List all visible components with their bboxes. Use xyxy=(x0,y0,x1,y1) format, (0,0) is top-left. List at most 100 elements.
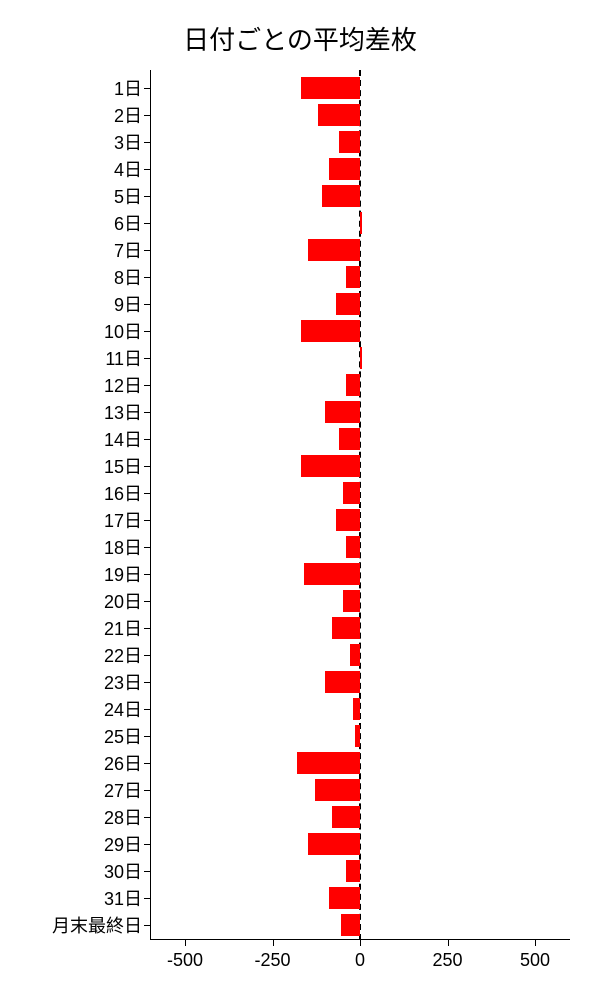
bar xyxy=(346,536,360,558)
bar xyxy=(301,455,361,477)
y-tick-label: 15日 xyxy=(104,453,142,479)
bar xyxy=(336,293,361,315)
y-tick-label: 29日 xyxy=(104,831,142,857)
y-axis-line xyxy=(150,70,151,940)
y-tick xyxy=(144,115,150,116)
y-tick xyxy=(144,493,150,494)
chart-title: 日付ごとの平均差枚 xyxy=(0,20,600,57)
bar xyxy=(346,860,360,882)
y-tick-label: 27日 xyxy=(104,777,142,803)
bar xyxy=(360,212,362,234)
y-tick xyxy=(144,790,150,791)
y-tick-label: 7日 xyxy=(114,237,142,263)
y-tick xyxy=(144,223,150,224)
y-tick-label: 10日 xyxy=(104,318,142,344)
bar xyxy=(355,725,360,747)
y-tick-label: 12日 xyxy=(104,372,142,398)
y-tick xyxy=(144,169,150,170)
bar xyxy=(346,266,360,288)
y-tick xyxy=(144,925,150,926)
x-tick xyxy=(360,940,361,946)
x-tick xyxy=(185,940,186,946)
y-tick xyxy=(144,439,150,440)
bar xyxy=(339,428,360,450)
y-tick xyxy=(144,358,150,359)
y-tick-label: 17日 xyxy=(104,507,142,533)
y-tick-label: 28日 xyxy=(104,804,142,830)
bar xyxy=(353,698,360,720)
y-tick-label: 9日 xyxy=(114,291,142,317)
y-tick-label: 18日 xyxy=(104,534,142,560)
bar xyxy=(301,77,361,99)
plot-area: -500-25002505001日2日3日4日5日6日7日8日9日10日11日1… xyxy=(150,70,570,940)
bar xyxy=(332,806,360,828)
y-tick-label: 11日 xyxy=(105,345,142,371)
y-tick-label: 13日 xyxy=(104,399,142,425)
x-tick xyxy=(448,940,449,946)
y-tick xyxy=(144,628,150,629)
y-tick-label: 30日 xyxy=(104,858,142,884)
y-tick-label: 8日 xyxy=(114,264,142,290)
y-tick xyxy=(144,817,150,818)
bar xyxy=(332,617,360,639)
y-tick xyxy=(144,574,150,575)
bar xyxy=(322,185,361,207)
bar xyxy=(343,590,361,612)
bar xyxy=(315,779,361,801)
x-tick-label: 250 xyxy=(432,950,462,971)
y-tick-label: 26日 xyxy=(104,750,142,776)
y-tick xyxy=(144,466,150,467)
y-tick-label: 5日 xyxy=(114,183,142,209)
y-tick-label: 3日 xyxy=(114,129,142,155)
bar xyxy=(346,374,360,396)
y-tick xyxy=(144,196,150,197)
y-tick xyxy=(144,871,150,872)
y-tick xyxy=(144,736,150,737)
y-tick-label: 20日 xyxy=(104,588,142,614)
x-tick xyxy=(535,940,536,946)
y-tick xyxy=(144,709,150,710)
bar xyxy=(329,887,361,909)
y-tick xyxy=(144,844,150,845)
y-tick xyxy=(144,682,150,683)
bar xyxy=(304,563,360,585)
y-tick-label: 6日 xyxy=(114,210,142,236)
x-tick-label: 500 xyxy=(520,950,550,971)
bar xyxy=(301,320,361,342)
bar xyxy=(325,401,360,423)
chart-container: 日付ごとの平均差枚 -500-25002505001日2日3日4日5日6日7日8… xyxy=(0,0,600,1000)
bar xyxy=(297,752,360,774)
y-tick-label: 22日 xyxy=(104,642,142,668)
y-tick-label: 21日 xyxy=(104,615,142,641)
y-tick xyxy=(144,655,150,656)
y-tick-label: 25日 xyxy=(104,723,142,749)
y-tick-label: 31日 xyxy=(104,885,142,911)
bar xyxy=(343,482,361,504)
bar xyxy=(341,914,360,936)
bar xyxy=(360,347,362,369)
y-tick xyxy=(144,277,150,278)
bar xyxy=(308,833,361,855)
y-tick xyxy=(144,88,150,89)
y-tick xyxy=(144,547,150,548)
bar xyxy=(325,671,360,693)
y-tick-label: 2日 xyxy=(114,102,142,128)
bar xyxy=(329,158,361,180)
y-tick xyxy=(144,763,150,764)
y-tick xyxy=(144,520,150,521)
y-tick xyxy=(144,304,150,305)
y-tick xyxy=(144,601,150,602)
y-tick-label: 月末最終日 xyxy=(52,912,142,938)
y-tick-label: 4日 xyxy=(114,156,142,182)
y-tick xyxy=(144,142,150,143)
y-tick-label: 16日 xyxy=(104,480,142,506)
y-tick-label: 19日 xyxy=(104,561,142,587)
bar xyxy=(318,104,360,126)
bar xyxy=(336,509,361,531)
y-tick xyxy=(144,250,150,251)
y-tick-label: 14日 xyxy=(104,426,142,452)
y-tick-label: 24日 xyxy=(104,696,142,722)
x-tick-label: 0 xyxy=(355,950,365,971)
y-tick xyxy=(144,412,150,413)
bar xyxy=(308,239,361,261)
